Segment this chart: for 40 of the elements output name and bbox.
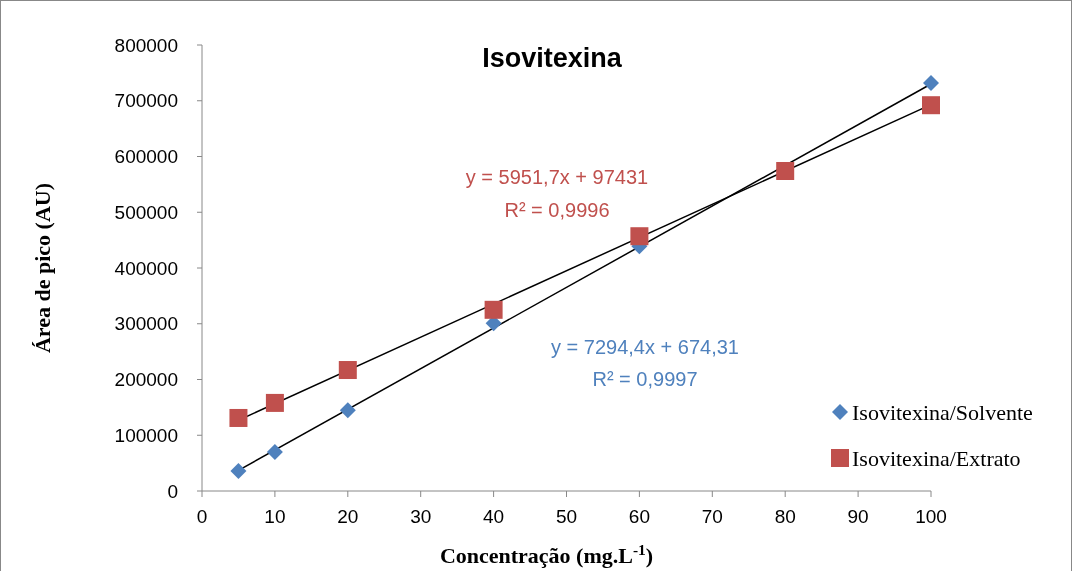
point [265,393,284,412]
point [484,300,503,319]
legend-label: Isovitexina/Extrato [852,445,1021,471]
annotation: y = 5951,7x + 97431 [465,166,649,188]
annotation: y = 7294,4x + 674,31 [551,336,739,358]
point [338,361,357,380]
y-tick-label: 800000 [114,34,178,56]
x-tick-label: 100 [915,506,947,527]
point [776,162,795,180]
annotation: R² = 0,9997 [592,368,698,390]
x-tick-label: 50 [555,506,578,527]
y-tick-label: 400000 [114,257,178,279]
y-tick-label: 700000 [114,90,178,112]
x-tick-label: 40 [483,506,505,527]
annotation: R² = 0,9996 [504,199,610,221]
point [922,96,940,115]
point [266,443,283,460]
y-axis-title: Área de pico (AU) [30,182,55,354]
y-tick-label: 0 [167,480,178,502]
chart-title: Isovitexina [482,43,623,73]
x-tick-label: 0 [196,506,208,527]
y-tick-label: 600000 [114,146,178,168]
point [229,408,248,427]
point [230,462,247,479]
x-tick-label: 90 [847,506,869,527]
y-tick-label: 200000 [114,369,178,391]
point [339,402,356,419]
x-tick-label: 80 [774,506,796,527]
y-tick-label: 100000 [114,424,178,446]
legend-label: Isovitexina/Solvente [852,399,1033,425]
y-tick-label: 500000 [114,201,178,223]
x-tick-label: 20 [337,506,359,527]
x-tick-label: 60 [628,506,650,527]
point [923,74,939,91]
x-axis-title: Concentração (mg.L$^{-1}$) [439,540,654,568]
x-tick-label: 70 [701,506,723,527]
x-tick-label: 10 [264,506,286,527]
point [630,227,649,246]
y-tick-label: 300000 [114,313,178,335]
x-tick-label: 30 [410,506,432,527]
